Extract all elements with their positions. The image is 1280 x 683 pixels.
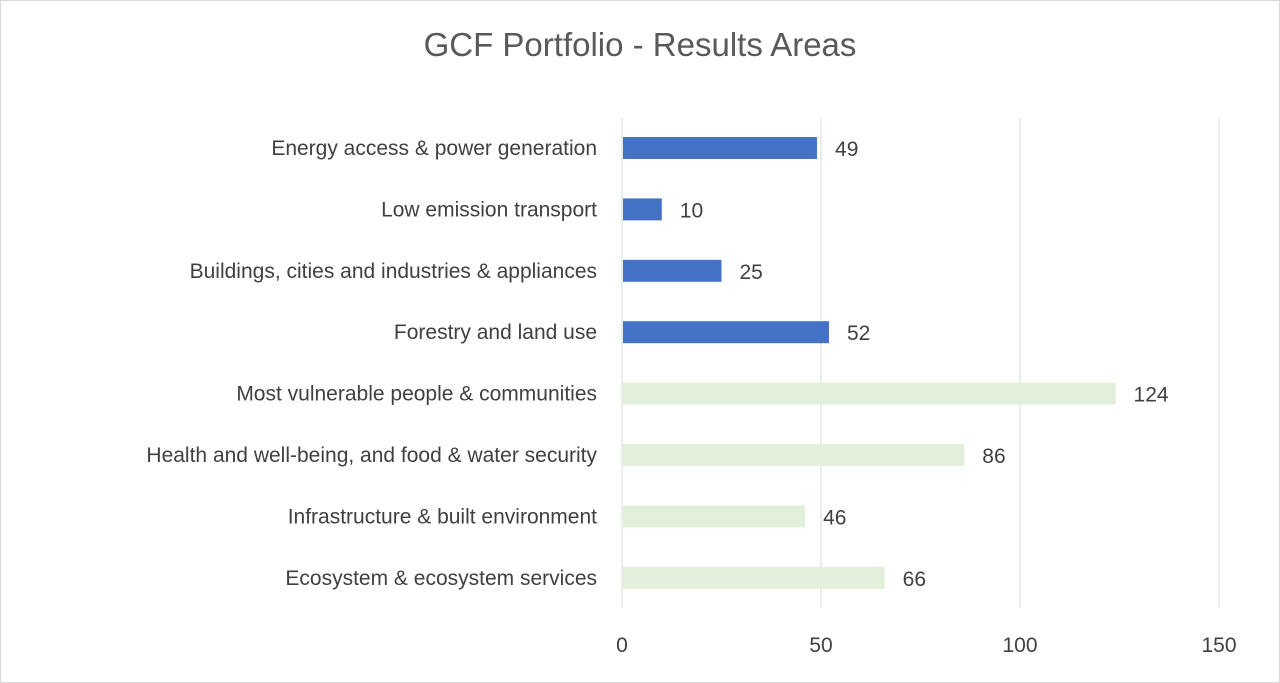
category-label: Energy access & power generation [271, 137, 597, 160]
category-label: Forestry and land use [394, 321, 597, 344]
x-tick-label: 50 [809, 634, 832, 657]
category-label: Low emission transport [381, 198, 597, 221]
x-tick-label: 100 [1002, 634, 1037, 657]
data-label: 46 [823, 506, 846, 529]
bars [623, 137, 1116, 589]
labels: 0 50 100 150 Energy access & power generatio… [146, 137, 1236, 657]
x-tick-label: 0 [616, 634, 628, 657]
bar [623, 382, 1116, 405]
bar [623, 321, 829, 344]
category-label: Ecosystem & ecosystem services [285, 567, 597, 590]
category-label: Health and well-being, and food & water … [146, 444, 597, 467]
data-label: 124 [1134, 384, 1169, 407]
bar [623, 198, 662, 221]
category-label: Infrastructure & built environment [288, 505, 597, 528]
gridlines [621, 118, 1220, 608]
data-label: 86 [982, 445, 1005, 468]
data-label: 66 [903, 568, 926, 591]
data-label: 52 [847, 322, 870, 345]
x-tick-label: 150 [1201, 634, 1236, 657]
bar [623, 259, 722, 282]
bar [623, 505, 806, 528]
chart-title: GCF Portfolio - Results Areas [423, 26, 857, 63]
bar [623, 137, 818, 159]
category-label: Most vulnerable people & communities [236, 383, 597, 406]
bar [623, 566, 885, 589]
bar [623, 444, 965, 466]
category-label: Buildings, cities and industries & appli… [190, 260, 597, 283]
data-label: 25 [740, 261, 763, 284]
data-label: 10 [680, 199, 703, 222]
data-label: 49 [835, 138, 858, 161]
